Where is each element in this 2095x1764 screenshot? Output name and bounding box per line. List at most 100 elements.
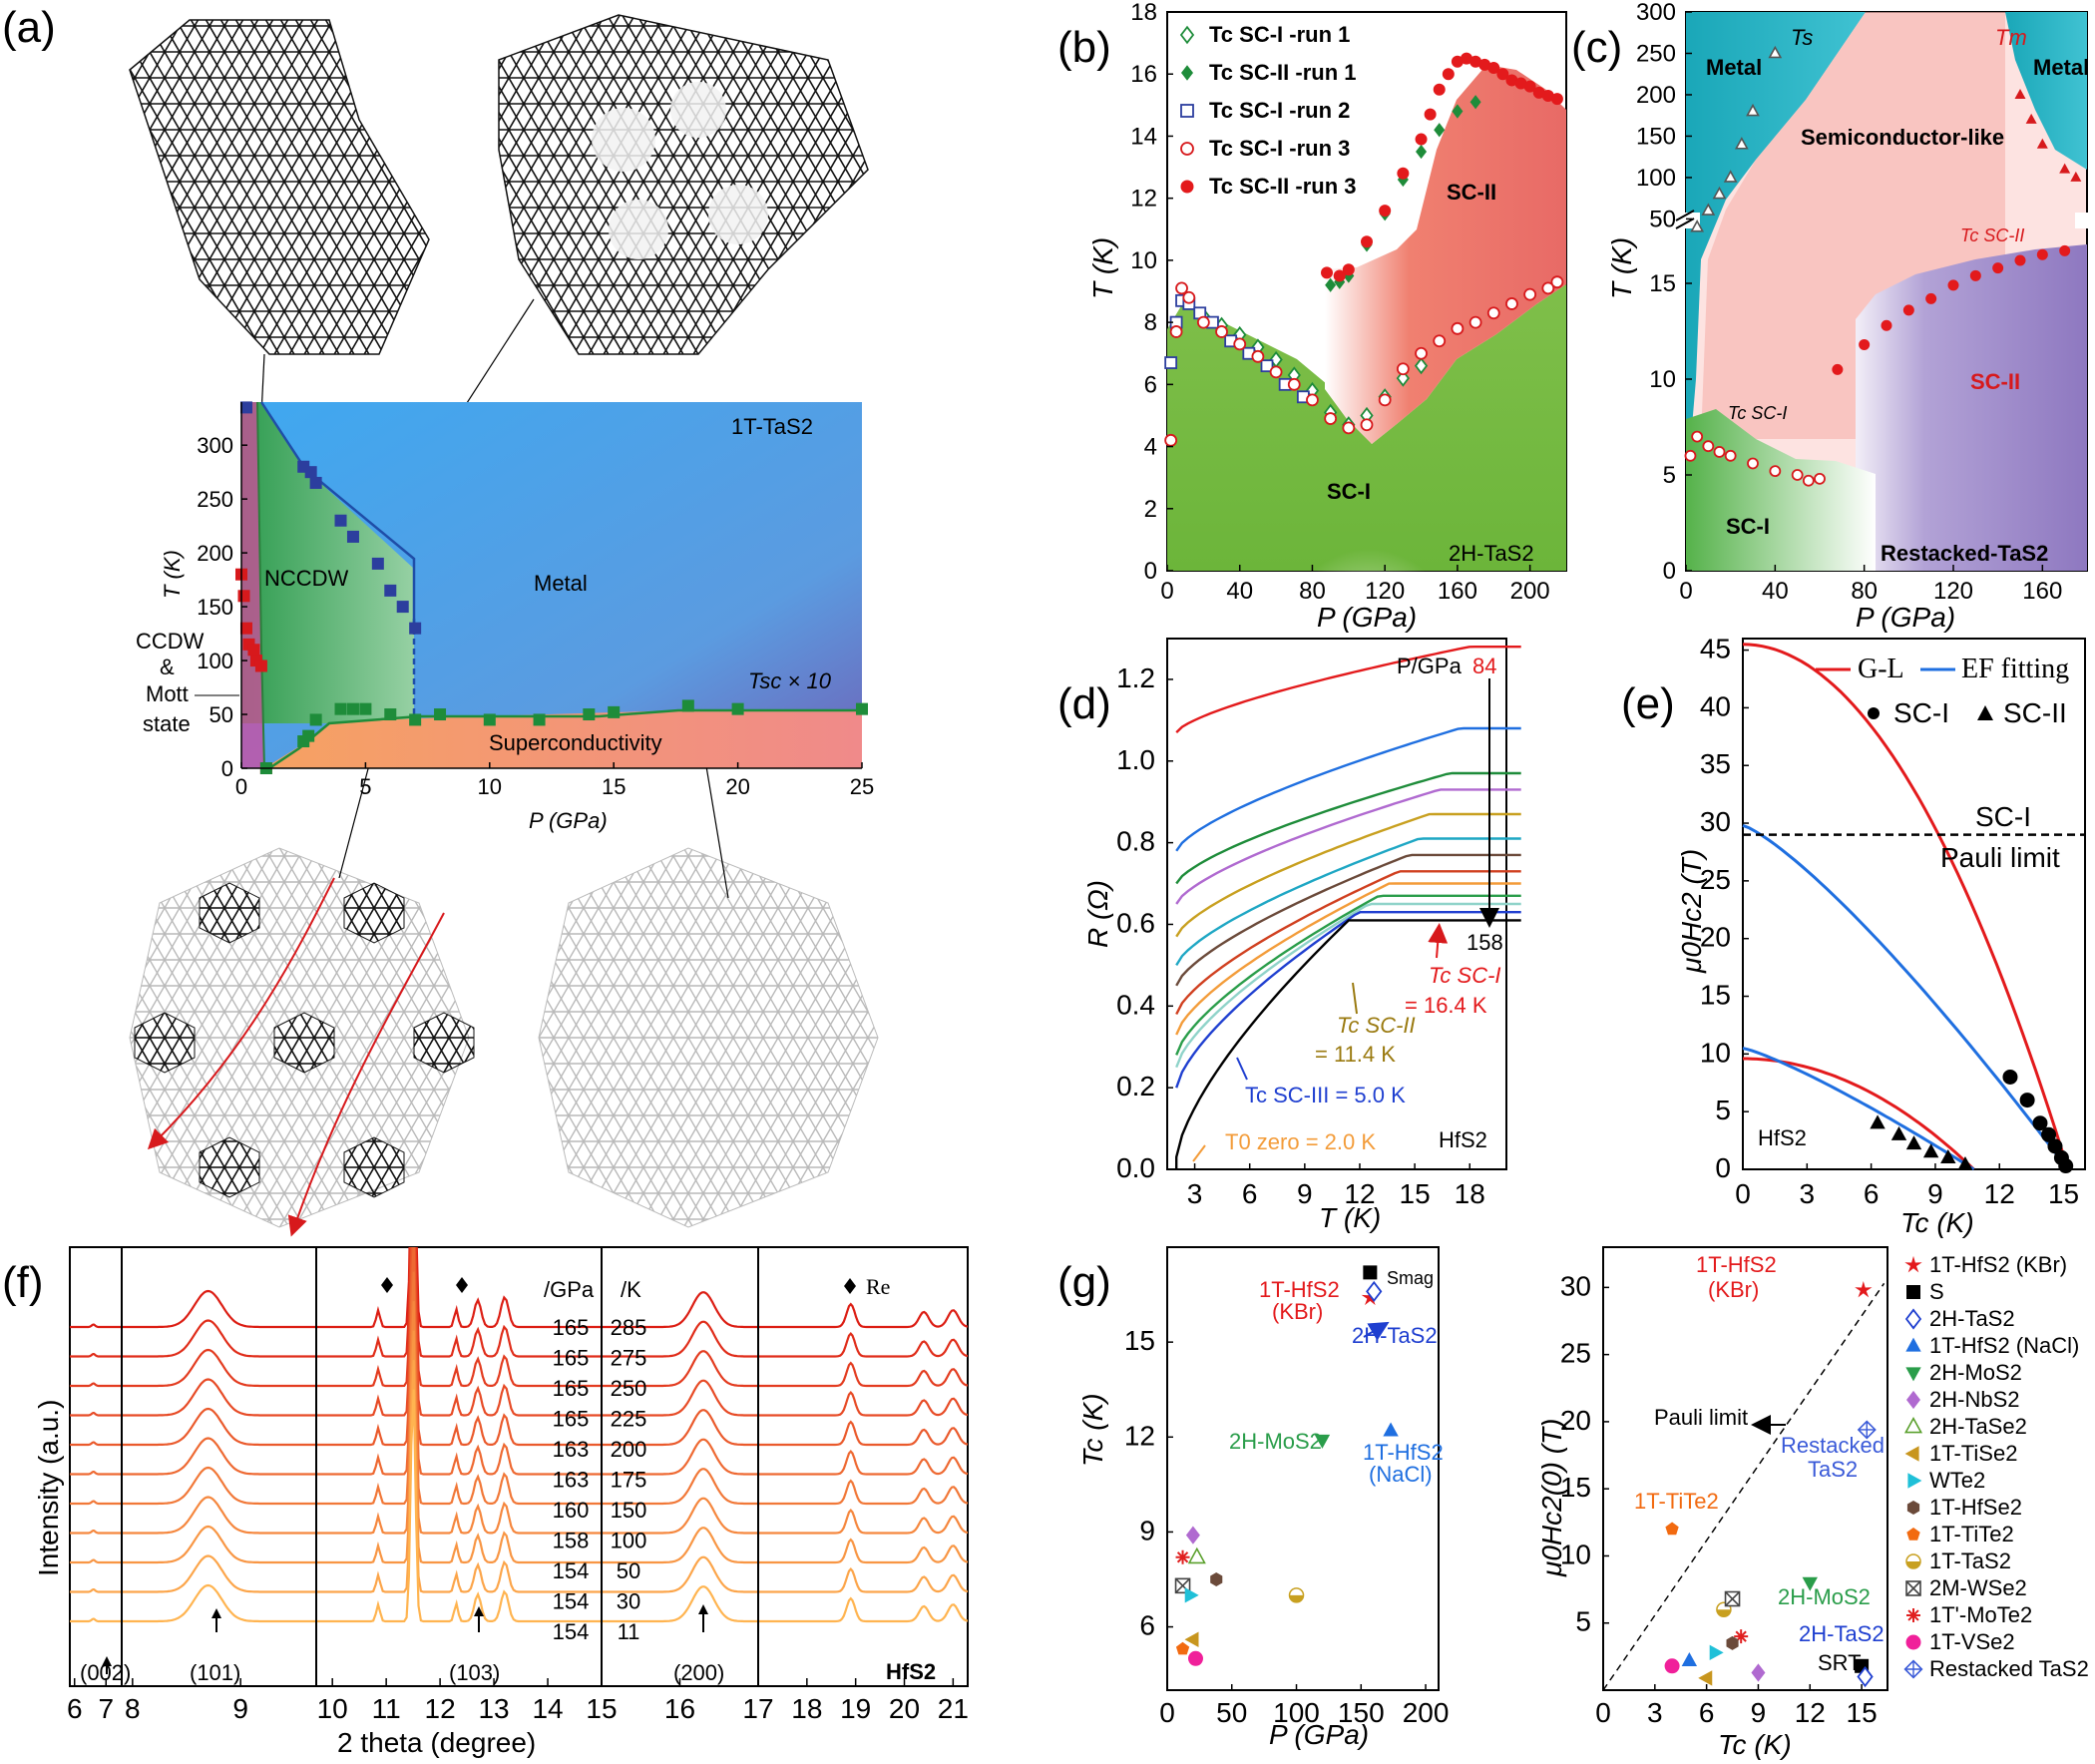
f-xtick-label-14: 20 bbox=[889, 1693, 920, 1724]
a-ytick-label-2: 100 bbox=[197, 649, 233, 673]
g-legend-marker-15-cross bbox=[1904, 1660, 1922, 1678]
b-point-s4-21 bbox=[1550, 93, 1563, 106]
d-curve-5 bbox=[1175, 837, 1521, 967]
gr-point-6 bbox=[1734, 1629, 1749, 1644]
f-xtick-label-4: 10 bbox=[317, 1693, 348, 1724]
b-point-s3-8 bbox=[1269, 365, 1283, 379]
c-xtick-label-2: 80 bbox=[1851, 578, 1878, 605]
b-xtick-label-4: 160 bbox=[1438, 578, 1477, 605]
c-xlabel: P (GPa) bbox=[1856, 602, 1955, 633]
c-point-s3-4 bbox=[1724, 449, 1737, 462]
g-legend-label-4: 2H-MoS2 bbox=[1929, 1360, 2022, 1385]
gr-hfs2-kbr: 1T-HfS2 bbox=[1696, 1252, 1777, 1277]
e-pauli-l1: SC-I bbox=[1975, 801, 2031, 832]
gr-point-12 bbox=[1698, 1670, 1713, 1686]
b-ytick-label-5: 10 bbox=[1130, 247, 1157, 274]
b-ylabel: T (K) bbox=[1087, 237, 1118, 299]
g-legend-marker-15 bbox=[1903, 1659, 1923, 1679]
gl-2hmos2: 2H-MoS2 bbox=[1229, 1429, 1322, 1454]
e-point-s0-2 bbox=[2032, 1115, 2048, 1131]
d-tcsc1-val: = 16.4 K bbox=[1405, 993, 1487, 1018]
e-point-s0-6 bbox=[2058, 1158, 2074, 1174]
c-ytick-label-2: 10 bbox=[1649, 366, 1676, 393]
f-row-k-9: 30 bbox=[617, 1589, 640, 1614]
f-peak-200: (200) bbox=[673, 1660, 724, 1685]
g-legend-marker-12-x bbox=[1905, 1580, 1921, 1596]
e-ytick-label-4: 20 bbox=[1700, 922, 1731, 953]
b-point-s1-9 bbox=[1469, 95, 1481, 110]
e-point-s1-1 bbox=[1890, 1125, 1907, 1140]
gr-pauli: Pauli limit bbox=[1654, 1405, 1748, 1430]
f-row-gpa-7: 158 bbox=[553, 1529, 590, 1553]
c-point-s2-5 bbox=[1947, 279, 1959, 291]
c-point-s1-3 bbox=[2059, 163, 2071, 174]
panel-b-label: (b) bbox=[1057, 23, 1111, 72]
e-legend-ef: EF fitting bbox=[1961, 654, 2069, 684]
d-curve-1 bbox=[1175, 726, 1521, 852]
gl-point-10 bbox=[1184, 1587, 1199, 1603]
b-point-s2-0 bbox=[1164, 356, 1178, 369]
b-point-s3-10 bbox=[1306, 393, 1319, 407]
c-point-s2-10 bbox=[2059, 244, 2071, 256]
f-header-gpa: /GPa bbox=[544, 1277, 595, 1302]
c-ytick-label-5: 100 bbox=[1636, 165, 1676, 192]
e-ef-sc1 bbox=[1742, 824, 2069, 1170]
c-region-sc1: SC-I bbox=[1726, 514, 1770, 539]
gr-point-11 bbox=[1751, 1663, 1766, 1682]
a-point-s2-9 bbox=[434, 708, 447, 721]
f-row-k-1: 275 bbox=[611, 1346, 647, 1371]
gr-point-10 bbox=[1664, 1658, 1680, 1674]
a-point-s2-16 bbox=[856, 702, 868, 715]
b-legend-marker-2 bbox=[1180, 104, 1194, 118]
b-point-s1-0 bbox=[1325, 277, 1337, 292]
b-ytick-label-1: 2 bbox=[1144, 496, 1157, 523]
b-xtick-label-3: 120 bbox=[1365, 578, 1405, 605]
e-point-s1-2 bbox=[1905, 1135, 1922, 1150]
a-point-s2-15 bbox=[731, 702, 744, 715]
c-point-s3-0 bbox=[1684, 449, 1697, 462]
c-point-s2-8 bbox=[2014, 254, 2026, 266]
b-legend-marker-4 bbox=[1180, 180, 1194, 194]
d-curve-9 bbox=[1175, 894, 1521, 1056]
b-legend-label-1: Tc SC-II -run 1 bbox=[1209, 60, 1357, 85]
a-point-s1-6 bbox=[371, 557, 384, 570]
gl-xtick-label-4: 200 bbox=[1403, 1697, 1450, 1728]
f-xtick-label-6: 12 bbox=[425, 1693, 456, 1724]
f-xtick-label-10: 16 bbox=[664, 1693, 695, 1724]
c-ytick-label-4: 50 bbox=[1649, 206, 1676, 232]
b-point-s3-9 bbox=[1287, 377, 1301, 391]
gl-nacl: (NaCl) bbox=[1369, 1462, 1433, 1487]
a-point-s0-6 bbox=[254, 660, 267, 672]
d-curve-6 bbox=[1175, 853, 1521, 987]
gl-xlabel: P (GPa) bbox=[1269, 1719, 1369, 1750]
gl-point-11 bbox=[1288, 1587, 1305, 1603]
gl-smag: Smag bbox=[1387, 1268, 1434, 1288]
f-curve-10 bbox=[70, 1389, 968, 1623]
f-curve-8 bbox=[70, 1330, 968, 1564]
a-point-s1-2 bbox=[304, 466, 317, 479]
f-row-k-10: 11 bbox=[618, 1619, 640, 1644]
gl-point-3 bbox=[1314, 1434, 1331, 1449]
c-point-s3-3 bbox=[1713, 446, 1726, 458]
f-xtick-label-9: 15 bbox=[586, 1693, 617, 1724]
c-point-s0-3 bbox=[1723, 170, 1738, 183]
b-point-s3-12 bbox=[1342, 421, 1356, 435]
f-row-gpa-8: 154 bbox=[553, 1558, 590, 1583]
b-xlabel: P (GPa) bbox=[1317, 602, 1417, 633]
f-row-k-3: 225 bbox=[611, 1407, 647, 1432]
e-ytick-label-6: 30 bbox=[1700, 806, 1731, 837]
f-xtick-label-12: 18 bbox=[791, 1693, 822, 1724]
panel-d-label: (d) bbox=[1057, 679, 1111, 728]
b-point-s3-5 bbox=[1215, 325, 1228, 338]
c-point-s1-1 bbox=[2025, 113, 2037, 124]
b-point-s3-13 bbox=[1360, 418, 1374, 432]
d-curve-0 bbox=[1175, 646, 1521, 733]
b-point-s3-15 bbox=[1396, 362, 1410, 376]
gr-ytick-label-5: 30 bbox=[1560, 1270, 1591, 1301]
a-ccdw-l1: CCDW bbox=[136, 629, 205, 654]
g-legend-marker-6 bbox=[1903, 1416, 1923, 1434]
d-xlabel: T (K) bbox=[1319, 1202, 1381, 1233]
a-point-s2-10 bbox=[483, 713, 496, 726]
e-ytick-label-3: 15 bbox=[1700, 980, 1731, 1011]
c-region-sc2: SC-II bbox=[1970, 369, 2020, 394]
